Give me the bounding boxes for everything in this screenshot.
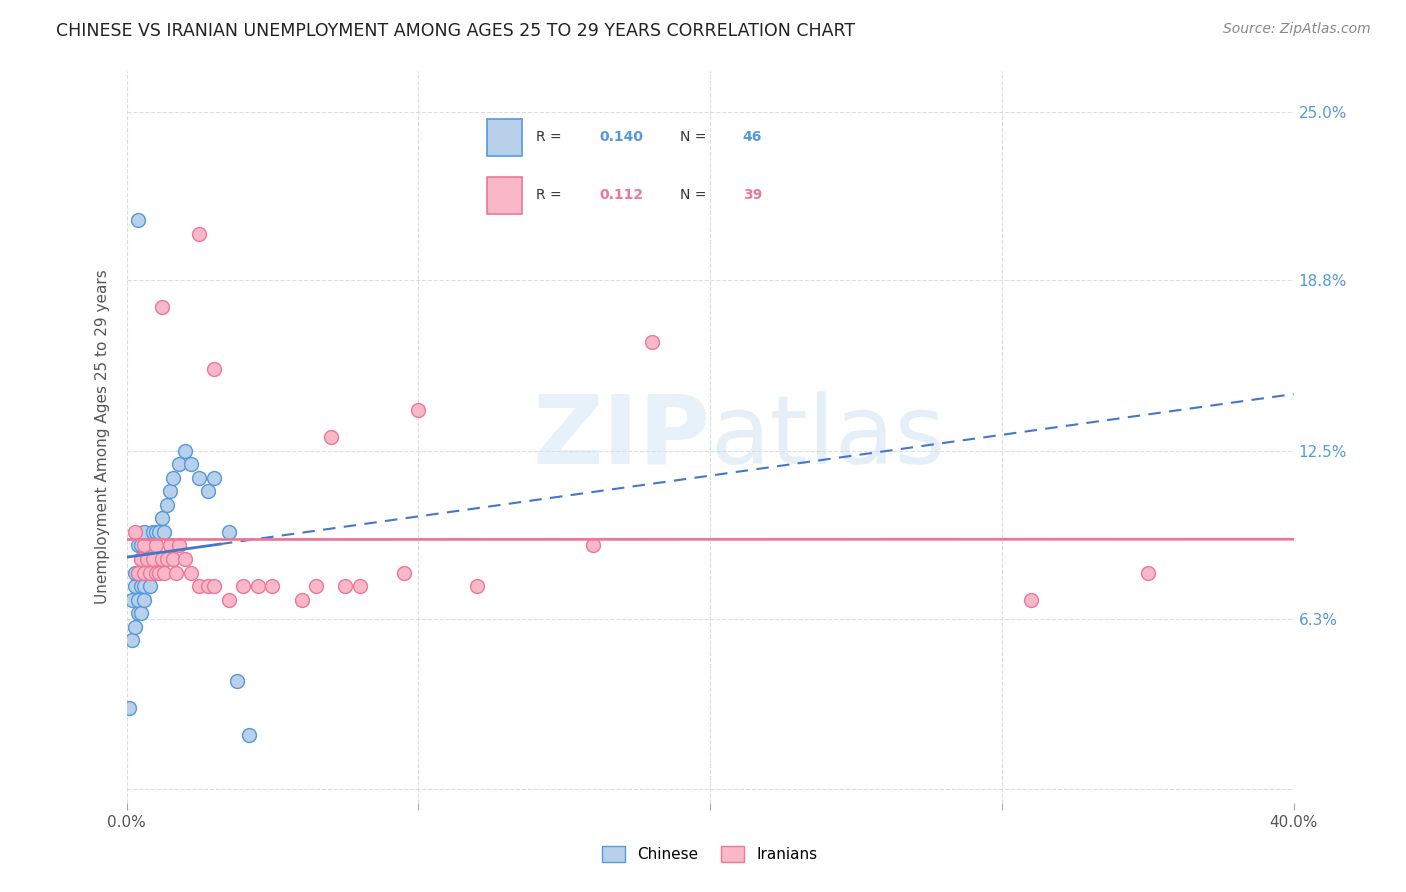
Point	[129, 538, 152, 552]
Point	[142, 552, 165, 566]
Point	[174, 552, 197, 566]
Point	[148, 566, 170, 580]
Point	[188, 471, 211, 485]
Point	[118, 701, 141, 715]
Point	[232, 579, 254, 593]
Point	[139, 538, 162, 552]
Text: atlas: atlas	[710, 391, 945, 483]
Point	[129, 606, 152, 620]
Point	[156, 552, 179, 566]
Point	[218, 592, 240, 607]
Point	[132, 552, 155, 566]
Point	[202, 471, 225, 485]
Point	[150, 300, 173, 314]
Point	[180, 457, 202, 471]
Point	[153, 524, 176, 539]
Point	[127, 538, 149, 552]
Point	[1019, 592, 1042, 607]
Point	[132, 566, 155, 580]
Point	[167, 457, 190, 471]
Text: Source: ZipAtlas.com: Source: ZipAtlas.com	[1223, 22, 1371, 37]
Point	[127, 566, 149, 580]
Point	[165, 566, 187, 580]
Point	[1136, 566, 1159, 580]
Point	[127, 606, 149, 620]
Point	[226, 673, 249, 688]
Point	[124, 524, 146, 539]
Point	[197, 579, 219, 593]
Point	[305, 579, 328, 593]
Point	[145, 538, 167, 552]
Point	[129, 552, 152, 566]
Point	[129, 552, 152, 566]
Point	[121, 633, 143, 648]
Point	[180, 566, 202, 580]
Point	[145, 524, 167, 539]
Point	[408, 403, 430, 417]
Point	[162, 471, 184, 485]
Point	[145, 566, 167, 580]
Point	[156, 498, 179, 512]
Point	[262, 579, 284, 593]
Point	[129, 579, 152, 593]
Point	[127, 592, 149, 607]
Point	[197, 484, 219, 499]
Point	[582, 538, 605, 552]
Point	[159, 538, 181, 552]
Point	[319, 430, 342, 444]
Legend: Chinese, Iranians: Chinese, Iranians	[596, 840, 824, 868]
Point	[335, 579, 357, 593]
Point	[142, 524, 165, 539]
Point	[290, 592, 312, 607]
Point	[139, 566, 162, 580]
Text: ZIP: ZIP	[531, 391, 710, 483]
Y-axis label: Unemployment Among Ages 25 to 29 years: Unemployment Among Ages 25 to 29 years	[94, 269, 110, 605]
Point	[188, 579, 211, 593]
Point	[159, 484, 181, 499]
Point	[132, 579, 155, 593]
Point	[127, 213, 149, 227]
Point	[132, 566, 155, 580]
Point	[167, 538, 190, 552]
Point	[218, 524, 240, 539]
Text: CHINESE VS IRANIAN UNEMPLOYMENT AMONG AGES 25 TO 29 YEARS CORRELATION CHART: CHINESE VS IRANIAN UNEMPLOYMENT AMONG AG…	[56, 22, 855, 40]
Point	[188, 227, 211, 241]
Point	[150, 511, 173, 525]
Point	[136, 566, 159, 580]
Point	[121, 592, 143, 607]
Point	[202, 579, 225, 593]
Point	[202, 362, 225, 376]
Point	[238, 728, 260, 742]
Point	[136, 552, 159, 566]
Point	[127, 566, 149, 580]
Point	[124, 566, 146, 580]
Point	[139, 566, 162, 580]
Point	[174, 443, 197, 458]
Point	[349, 579, 371, 593]
Point	[139, 579, 162, 593]
Point	[132, 538, 155, 552]
Point	[136, 552, 159, 566]
Point	[129, 566, 152, 580]
Point	[465, 579, 488, 593]
Point	[124, 620, 146, 634]
Point	[145, 566, 167, 580]
Point	[124, 579, 146, 593]
Point	[136, 538, 159, 552]
Point	[246, 579, 269, 593]
Point	[150, 552, 173, 566]
Point	[640, 335, 664, 350]
Point	[153, 566, 176, 580]
Point	[132, 592, 155, 607]
Point	[162, 552, 184, 566]
Point	[148, 552, 170, 566]
Point	[142, 552, 165, 566]
Point	[392, 566, 415, 580]
Point	[132, 524, 155, 539]
Point	[148, 524, 170, 539]
